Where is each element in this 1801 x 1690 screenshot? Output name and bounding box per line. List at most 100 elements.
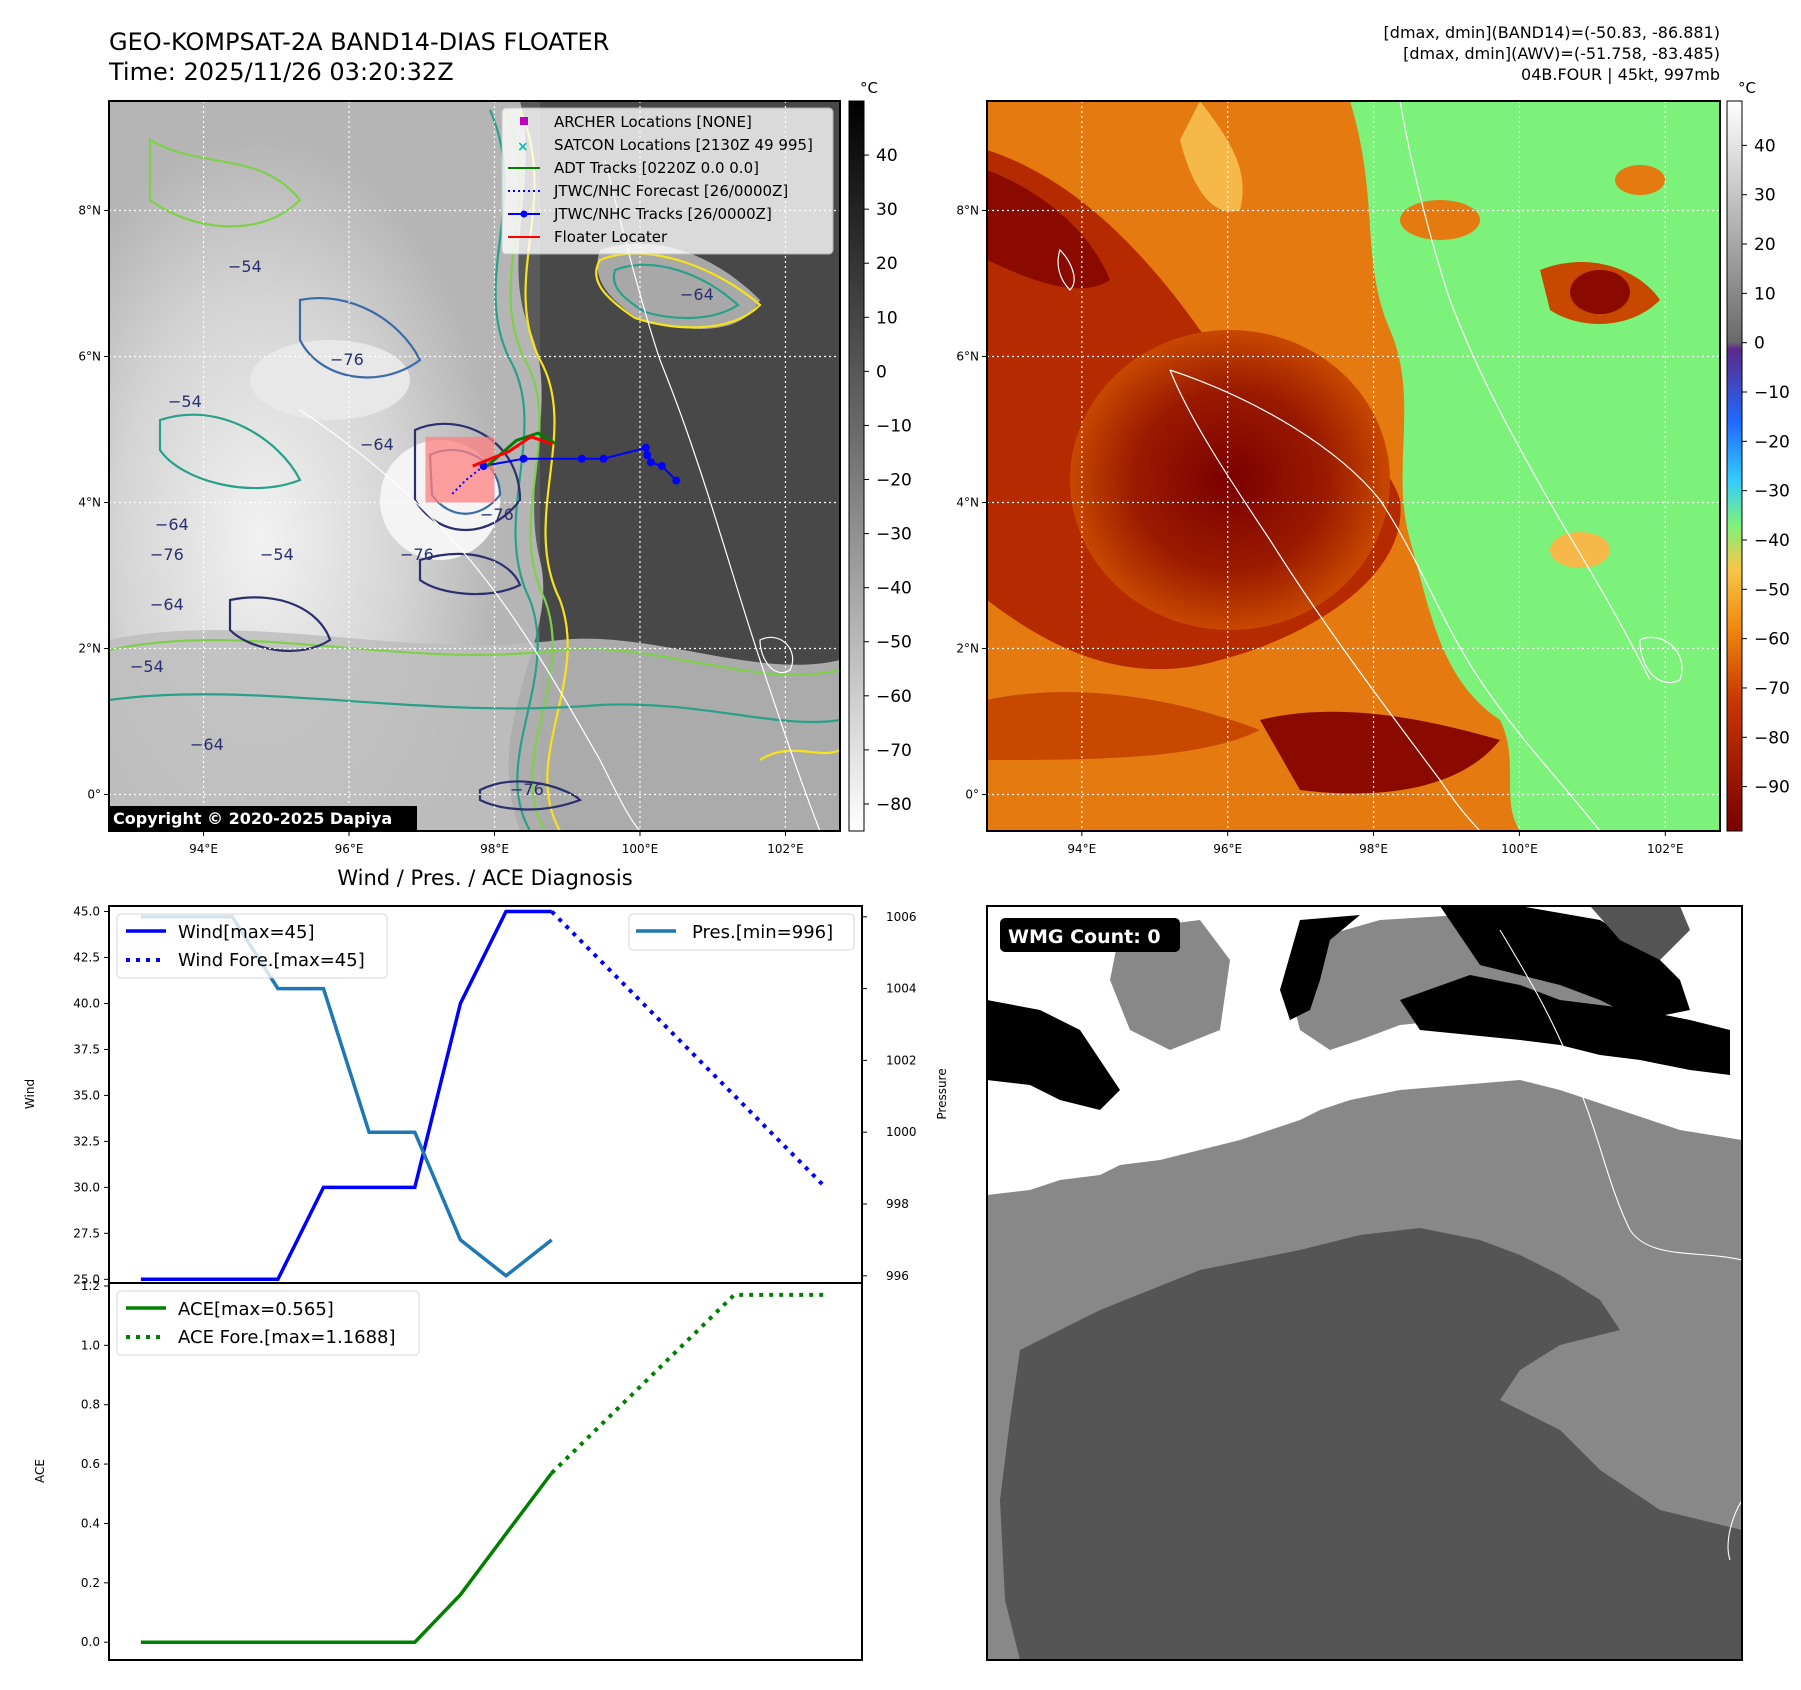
contour-label: −76: [480, 505, 514, 524]
ace-forecast-line: [550, 1292, 826, 1475]
lon-tick-label: 102°E: [1647, 842, 1684, 856]
colorbar-tick-label: −80: [1754, 728, 1790, 748]
legend-label: Pres.[min=996]: [692, 922, 833, 943]
wmg-panel: WMG Count: 0: [986, 905, 1743, 1661]
pressure-ylabel: Pressure: [935, 1068, 949, 1119]
awv-axis-ticks: 94°E 96°E 98°E 100°E 102°E 8°N 6°N 4°N 2°N 0°: [956, 204, 1683, 857]
pressure-axis-ticks: 1006 1004 1002 1000 998 996: [862, 910, 917, 1283]
lat-tick-label: 0°: [87, 788, 101, 802]
ir-frame: [108, 100, 841, 832]
pressure-tick-label: 1004: [886, 982, 917, 996]
lat-tick-label: 2°N: [956, 642, 979, 656]
lat-tick-label: 6°N: [956, 350, 979, 364]
pressure-tick-label: 1000: [886, 1125, 917, 1139]
contour-label: −76: [330, 350, 364, 369]
contour-label: −64: [360, 435, 394, 454]
contour-labels: −54 −54 −54 −54 −64 −64 −64 −64 −76 −76 …: [130, 257, 714, 799]
copyright-box: [109, 806, 417, 831]
colorbar-tick-label: 20: [876, 254, 898, 274]
pressure-tick-label: 996: [886, 1269, 909, 1283]
ace-series-line: [140, 1471, 554, 1644]
lat-tick-label: 6°N: [78, 350, 101, 364]
lon-tick-label: 94°E: [189, 842, 218, 856]
contour-label: −76: [150, 545, 184, 564]
colorbar-tick-label: 30: [876, 200, 898, 220]
colorbar-tick-label: −10: [876, 416, 912, 436]
jtwc-track-point: [643, 451, 652, 460]
legend-label: ARCHER Locations [NONE]: [554, 113, 752, 131]
diagnosis-title: Wind / Pres. / ACE Diagnosis: [337, 866, 632, 890]
legend-label: JTWC/NHC Forecast [26/0000Z]: [553, 182, 788, 200]
colorbar-tick-label: 40: [876, 146, 898, 166]
colorbar-tick-label: −30: [876, 525, 912, 545]
lat-tick-label: 0°: [965, 788, 979, 802]
ace-tick-label: 0.2: [81, 1576, 100, 1590]
ir-colorbar-ticks: 40 30 20 10 0 −10 −20 −30 −40 −50 −60 −70 −80: [864, 146, 912, 815]
figure-title-line2: Time: 2025/11/26 03:20:32Z: [108, 58, 454, 86]
wind-tick-label: 45.0: [73, 905, 100, 919]
archer-marker-icon: [520, 117, 528, 125]
colorbar-tick-label: 0: [876, 362, 887, 382]
wind-pressure-panel: 45.0 42.5 40.0 37.5 35.0 32.5 30.0 27.5 25.0 100…: [23, 905, 949, 1287]
legend-label: ADT Tracks [0220Z 0.0 0.0]: [554, 159, 759, 177]
ir-panel: −54 −54 −54 −54 −64 −64 −64 −64 −76 −76 …: [78, 79, 912, 856]
ace-tick-label: 1.0: [81, 1338, 100, 1352]
lon-tick-label: 96°E: [1213, 842, 1242, 856]
stats-line2: [dmax, dmin](AWV)=(-51.758, -83.485): [1403, 44, 1720, 63]
contour-label: −54: [260, 545, 294, 564]
ace-axis-ticks: 1.2 1.0 0.8 0.6 0.4 0.2 0.0: [81, 1279, 109, 1649]
contour-label: −64: [150, 595, 184, 614]
pressure-legend: Pres.[min=996]: [628, 913, 855, 951]
legend-label: Wind[max=45]: [178, 922, 315, 943]
colorbar-tick-label: −60: [876, 687, 912, 707]
copyright-text: Copyright © 2020-2025 Dapiya: [113, 809, 392, 828]
lat-tick-label: 8°N: [956, 204, 979, 218]
colorbar-tick-label: −60: [1754, 630, 1790, 650]
colorbar-tick-label: 0: [1754, 334, 1765, 354]
ace-tick-label: 0.6: [81, 1457, 100, 1471]
ace-legend: ACE[max=0.565] ACE Fore.[max=1.1688]: [116, 1290, 420, 1356]
jtwc-track-point: [641, 443, 650, 452]
colorbar-tick-label: −20: [876, 471, 912, 491]
legend-label: ACE[max=0.565]: [178, 1299, 334, 1320]
lon-tick-label: 98°E: [480, 842, 509, 856]
lat-tick-label: 2°N: [78, 642, 101, 656]
ir-colorbar-unit: °C: [860, 79, 878, 97]
wind-tick-label: 37.5: [73, 1042, 100, 1056]
pressure-tick-label: 998: [886, 1197, 909, 1211]
wind-tick-label: 40.0: [73, 996, 100, 1010]
pressure-tick-label: 1006: [886, 910, 917, 924]
wmg-frame: [986, 905, 1743, 1661]
ace-tick-label: 1.2: [81, 1279, 100, 1293]
jtwc-track-point: [519, 454, 528, 463]
awv-frame: [986, 100, 1721, 832]
wind-legend: Wind[max=45] Wind Fore.[max=45]: [116, 913, 388, 979]
colorbar-tick-label: −20: [1754, 432, 1790, 452]
ir-legend: ARCHER Locations [NONE] × SATCON Locatio…: [501, 107, 834, 255]
wind-tick-label: 42.5: [73, 950, 100, 964]
lon-tick-label: 100°E: [1501, 842, 1538, 856]
wind-tick-label: 25.0: [73, 1272, 100, 1286]
wind-tick-label: 30.0: [73, 1180, 100, 1194]
wmg-label-box: [1000, 918, 1180, 952]
wmg-imagery: [987, 906, 1742, 1660]
ir-axis-ticks: 94°E 96°E 98°E 100°E 102°E 8°N 6°N 4°N 2°N 0°: [78, 204, 803, 857]
colorbar-tick-label: −70: [876, 741, 912, 761]
contour-label: −76: [400, 545, 434, 564]
lat-tick-label: 4°N: [956, 496, 979, 510]
ace-frame: [108, 1282, 863, 1661]
awv-colorbar: [1726, 100, 1743, 832]
wind-ylabel: Wind: [23, 1079, 37, 1109]
lon-tick-label: 100°E: [622, 842, 659, 856]
contour-label: −54: [228, 257, 262, 276]
jtwc-track-point: [646, 458, 655, 467]
wind-tick-label: 27.5: [73, 1226, 100, 1240]
contour-label: −64: [155, 515, 189, 534]
colorbar-tick-label: 40: [1754, 136, 1776, 156]
ace-tick-label: 0.4: [81, 1516, 100, 1530]
colorbar-tick-label: −50: [876, 633, 912, 653]
legend-label: ACE Fore.[max=1.1688]: [178, 1327, 396, 1348]
wind-series-line: [140, 909, 552, 1282]
